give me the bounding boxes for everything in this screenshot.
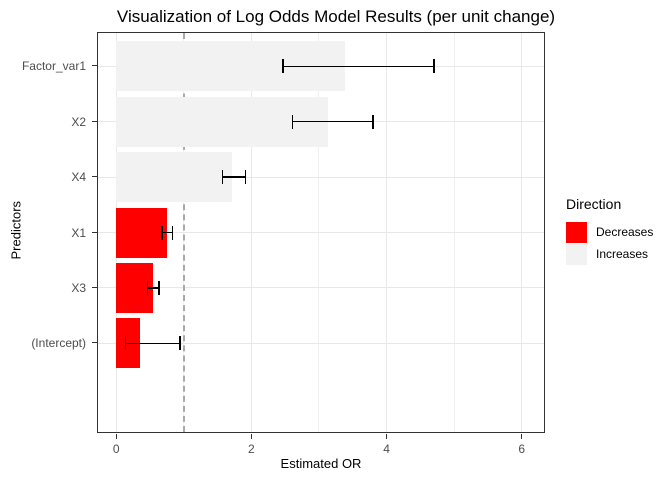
reference-line-or-1	[182, 33, 185, 432]
x-tick-4	[386, 434, 388, 439]
y-tick-label-X3: X3	[71, 280, 86, 295]
legend-label-increases: Increases	[596, 247, 649, 261]
plot-panel	[97, 32, 545, 433]
errorbar-line-X3	[147, 287, 159, 289]
gridline-major-y-X1	[98, 232, 544, 233]
bar-X1	[116, 207, 167, 258]
errorbar-cap-low-X1	[161, 225, 163, 240]
legend-key-increases	[566, 243, 587, 265]
x-tick-6	[521, 434, 523, 439]
y-tick-X3	[92, 286, 97, 288]
chart-title: Visualization of Log Odds Model Results …	[116, 7, 556, 26]
x-axis-title: Estimated OR	[280, 456, 362, 471]
errorbar-line-(Intercept)	[125, 342, 180, 345]
errorbar-line-X1	[162, 231, 173, 234]
errorbar-cap-high-X2	[372, 114, 374, 129]
errorbar-cap-low-X4	[221, 170, 224, 185]
y-tick-label-(Intercept): (Intercept)	[31, 336, 86, 351]
gridline-major-y-X3	[98, 287, 544, 289]
x-tick-2	[250, 434, 252, 439]
y-tick-label-X2: X2	[71, 114, 86, 129]
legend-title: Direction	[566, 196, 622, 212]
gridline-major-y-(Intercept)	[98, 342, 544, 344]
x-tick-0	[115, 434, 117, 439]
x-tick-label-0: 0	[112, 442, 120, 456]
errorbar-cap-high-X1	[171, 225, 174, 240]
errorbar-cap-high-(Intercept)	[179, 336, 181, 351]
legend-items: Decreases Increases	[566, 221, 670, 265]
errorbar-cap-high-Factor_var1	[433, 59, 435, 74]
x-tick-label-6: 6	[518, 442, 526, 456]
gridline-major-y-X4	[98, 176, 544, 178]
errorbar-line-X2	[292, 120, 374, 123]
bar-X4	[116, 152, 233, 203]
legend-label-decreases: Decreases	[596, 225, 654, 239]
y-tick-X2	[92, 120, 97, 122]
y-tick-label-X4: X4	[71, 170, 86, 185]
errorbar-cap-low-X2	[291, 114, 294, 129]
legend-item-decreases: Decreases	[566, 221, 670, 243]
legend-item-increases: Increases	[566, 243, 670, 265]
y-axis-title: Predictors	[8, 200, 24, 260]
y-tick-X4	[92, 176, 97, 178]
errorbar-cap-low-Factor_var1	[282, 59, 284, 74]
errorbar-cap-low-(Intercept)	[124, 336, 127, 351]
x-tick-label-2: 2	[248, 442, 255, 456]
y-tick-X1	[92, 231, 97, 233]
errorbar-line-X4	[222, 176, 246, 178]
legend-key-decreases	[566, 221, 587, 243]
errorbar-cap-high-X3	[158, 280, 160, 295]
y-tick-Factor_var1	[92, 65, 97, 67]
errorbar-cap-high-X4	[244, 170, 247, 185]
legend: Direction Decreases Increases	[566, 196, 670, 265]
y-tick-label-X1: X1	[71, 225, 86, 240]
x-tick-label-4: 4	[383, 442, 390, 456]
y-tick-(Intercept)	[92, 342, 97, 344]
errorbar-cap-low-X3	[146, 280, 149, 295]
y-tick-label-Factor_var1: Factor_var1	[21, 59, 86, 74]
errorbar-line-Factor_var1	[283, 65, 434, 67]
y-axis: Factor_var1 X2 X4 X1 X3 (Intercept)	[0, 32, 97, 433]
x-axis: 0 2 4 6	[97, 433, 545, 467]
